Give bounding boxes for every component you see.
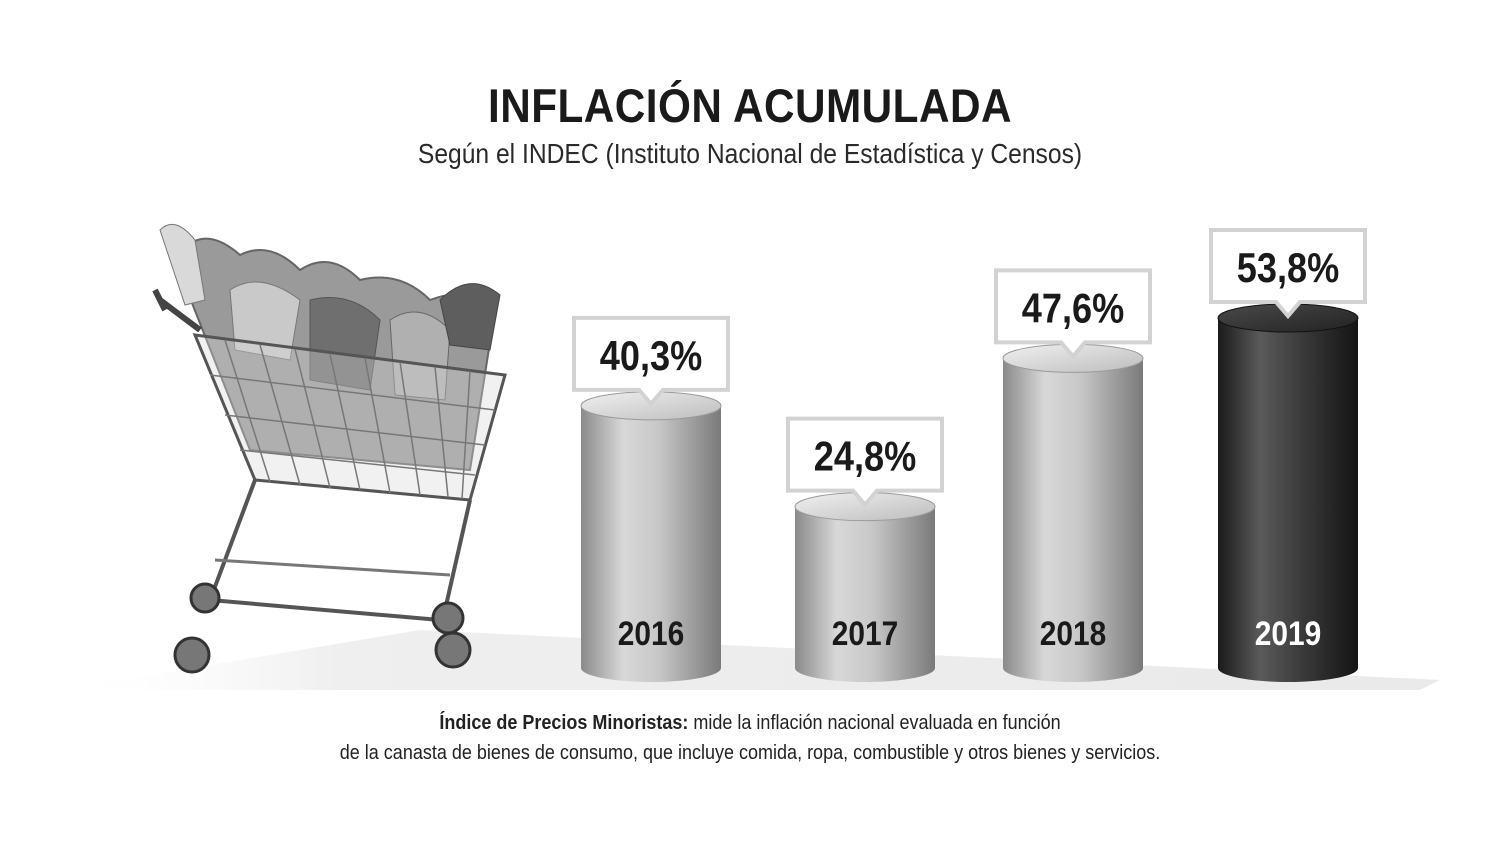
chart-title: INFLACIÓN ACUMULADA (488, 79, 1012, 132)
value-label: 47,6% (1022, 286, 1124, 332)
value-callout (786, 416, 944, 508)
category-label: 2017 (832, 614, 899, 652)
chart-subtitle: Según el INDEC (Instituto Nacional de Es… (417, 138, 1083, 169)
bar-2017: 2017 24,8% (786, 416, 944, 682)
footnote-bold: Índice de Precios Minoristas: (439, 712, 689, 734)
footnote-line1: mide la inflación nacional evaluada en f… (688, 712, 1061, 734)
footnote-line2: de la canasta de bienes de consumo, que … (339, 742, 1161, 764)
category-label: 2018 (1040, 614, 1107, 652)
bar-body (795, 506, 935, 682)
category-label: 2016 (618, 614, 685, 652)
value-label: 40,3% (600, 333, 702, 379)
value-label: 24,8% (814, 434, 916, 480)
value-callout (1209, 228, 1367, 320)
bar-body (581, 405, 721, 682)
bar-body (1218, 318, 1358, 682)
value-callout (572, 315, 730, 407)
bar-2016: 2016 40,3% (572, 315, 730, 682)
bar-2019: 2019 53,8% (1209, 228, 1367, 682)
value-callout (994, 268, 1152, 360)
value-label: 53,8% (1237, 246, 1339, 292)
shopping-cart-illustration (152, 223, 507, 674)
bar-2018: 2018 47,6% (994, 268, 1152, 682)
category-label: 2019 (1255, 614, 1322, 652)
footnote: Índice de Precios Minoristas: mide la in… (0, 708, 1500, 768)
bar-body (1003, 358, 1143, 682)
